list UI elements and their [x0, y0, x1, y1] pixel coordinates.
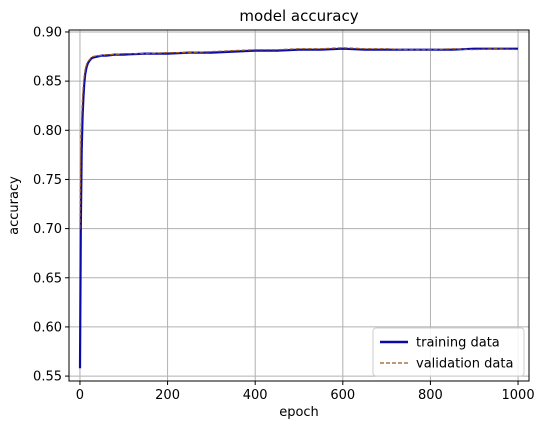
x-axis-title: epoch: [279, 405, 319, 420]
series-line-training: [78, 47, 518, 369]
series-line-validation: [79, 47, 519, 229]
legend-box: [372, 327, 525, 377]
y-tick-label: 0.80: [33, 124, 62, 139]
x-tick-label: 600: [330, 388, 355, 403]
legend-label-validation: validation data: [416, 357, 513, 372]
legend: training data validation data: [372, 327, 525, 377]
x-tick-label: 0: [76, 388, 84, 403]
y-tick-label: 0.60: [33, 320, 62, 335]
y-tick-label: 0.65: [33, 271, 62, 286]
legend-label-training: training data: [416, 336, 500, 351]
y-tick-label: 0.70: [33, 222, 62, 237]
x-tick-label: 1000: [502, 388, 535, 403]
series-layer: [78, 47, 519, 369]
chart-title: model accuracy: [239, 7, 358, 25]
plot-frame: [68, 29, 530, 382]
x-tick-label: 400: [243, 388, 268, 403]
y-tick-label: 0.85: [33, 75, 62, 90]
y-tick-label: 0.75: [33, 173, 62, 188]
y-tick-label: 0.55: [33, 370, 62, 385]
x-tick-label: 200: [155, 388, 180, 403]
x-tick-label: 800: [418, 388, 443, 403]
y-axis-title: accuracy: [7, 176, 22, 235]
ticks: 0 200 400 600 800 1000 0.55 0.60 0.65 0.70 0.75 0.8…: [33, 25, 535, 403]
y-tick-label: 0.90: [33, 25, 62, 40]
grid: [69, 30, 529, 381]
